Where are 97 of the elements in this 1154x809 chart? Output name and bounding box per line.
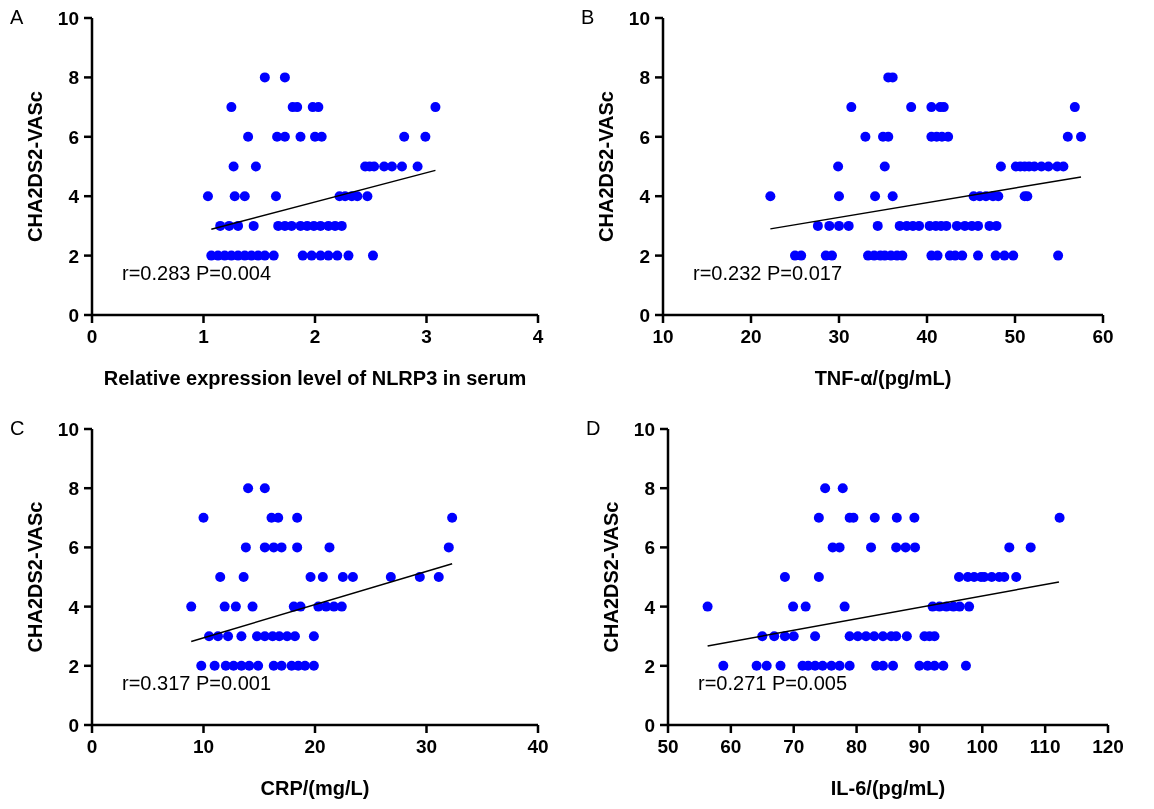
point: [186, 601, 197, 612]
y-tick-label: 6: [68, 537, 79, 559]
point: [238, 572, 249, 582]
point: [324, 542, 335, 553]
point: [273, 512, 284, 523]
y-tick-label: 2: [644, 655, 655, 677]
x-tick-label: 4: [532, 326, 544, 347]
x-tick-label: 80: [846, 736, 868, 757]
chart-title: B: [581, 6, 595, 28]
point: [308, 631, 319, 642]
point: [317, 572, 328, 582]
point: [240, 542, 251, 553]
x-tick-label: 60: [720, 736, 742, 757]
y-tick-label: 4: [68, 186, 80, 208]
point: [223, 631, 234, 642]
point: [209, 660, 220, 671]
x-tick-label: 60: [1092, 326, 1114, 347]
x-tick-label: 40: [916, 326, 938, 347]
point: [276, 542, 287, 553]
chart-title: A: [10, 6, 24, 28]
annotation: r=0.232 P=0.017: [693, 262, 843, 284]
y-tick-label: 4: [68, 596, 80, 618]
x-tick-label: 0: [86, 326, 98, 347]
y-axis-title: CHA2DS2-VASc: [24, 501, 46, 653]
y-tick-label: 6: [644, 537, 655, 559]
x-tick-label: 120: [1092, 736, 1124, 757]
x-axis-title: IL-6/(pg/mL): [830, 777, 946, 799]
y-axis-title: CHA2DS2-VASc: [600, 501, 622, 653]
point: [292, 542, 303, 553]
point: [337, 572, 348, 582]
point: [253, 660, 264, 671]
point: [244, 660, 255, 671]
x-tick-label: 10: [192, 736, 215, 757]
y-tick-label: 4: [639, 186, 651, 208]
y-tick-label: 10: [57, 419, 79, 440]
y-tick-label: 8: [68, 67, 79, 89]
x-tick-label: 20: [304, 736, 326, 757]
x-tick-label: 30: [828, 326, 850, 347]
y-tick-label: 4: [644, 596, 656, 618]
y-axis-title: CHA2DS2-VASc: [595, 91, 617, 242]
y-tick-label: 10: [628, 8, 650, 29]
y-tick-label: 2: [68, 245, 79, 267]
y-tick-label: 6: [68, 126, 79, 148]
y-tick-label: 2: [639, 245, 650, 267]
y-tick-label: 8: [644, 478, 655, 500]
point: [196, 660, 207, 671]
x-tick-label: 2: [309, 326, 321, 347]
y-tick-label: 0: [644, 715, 655, 736]
y-tick-label: 0: [68, 305, 79, 326]
point: [198, 512, 209, 523]
point: [433, 572, 444, 582]
point: [259, 483, 270, 494]
x-axis-title: Relative expression level of NLRP3 in serum: [103, 367, 527, 389]
x-tick-label: 110: [1029, 736, 1061, 757]
y-tick-label: 0: [68, 715, 79, 736]
y-tick-label: 2: [68, 655, 79, 677]
x-tick-label: 50: [657, 736, 679, 757]
x-tick-label: 50: [1004, 326, 1026, 347]
y-tick-label: 6: [639, 126, 650, 148]
point: [243, 483, 254, 494]
y-axis-title: CHA2DS2-VASc: [24, 91, 46, 242]
point: [247, 601, 258, 612]
x-tick-label: 3: [421, 326, 432, 347]
point: [215, 572, 226, 582]
point: [347, 572, 358, 582]
point: [385, 572, 396, 582]
chart-title: C: [10, 417, 25, 439]
point: [308, 660, 319, 671]
point: [219, 601, 230, 612]
annotation: r=0.283 P=0.004: [122, 262, 272, 284]
x-tick-label: 90: [908, 736, 930, 757]
chart-title: D: [586, 417, 601, 439]
x-tick-label: 100: [966, 736, 999, 757]
point: [292, 512, 303, 523]
y-tick-label: 8: [639, 67, 650, 89]
point: [230, 601, 241, 612]
point: [305, 572, 316, 582]
x-tick-label: 70: [783, 736, 805, 757]
x-axis-title: TNF-α/(pg/mL): [814, 367, 952, 389]
y-tick-label: 0: [639, 305, 650, 326]
point: [447, 512, 458, 523]
point: [443, 542, 454, 553]
point: [236, 631, 247, 642]
x-tick-label: 40: [527, 736, 549, 757]
annotation: r=0.317 P=0.001: [122, 672, 272, 694]
x-axis-title: CRP/(mg/L): [260, 777, 370, 799]
x-tick-label: 1: [198, 326, 210, 347]
x-tick-label: 0: [86, 736, 98, 757]
y-tick-label: 10: [57, 8, 79, 29]
y-tick-label: 10: [633, 419, 655, 440]
point: [259, 542, 270, 553]
y-tick-label: 8: [68, 478, 79, 500]
point: [336, 601, 347, 612]
x-tick-label: 30: [415, 736, 438, 757]
x-tick-label: 20: [740, 326, 762, 347]
point: [276, 660, 287, 671]
annotation: r=0.271 P=0.005: [698, 672, 848, 694]
